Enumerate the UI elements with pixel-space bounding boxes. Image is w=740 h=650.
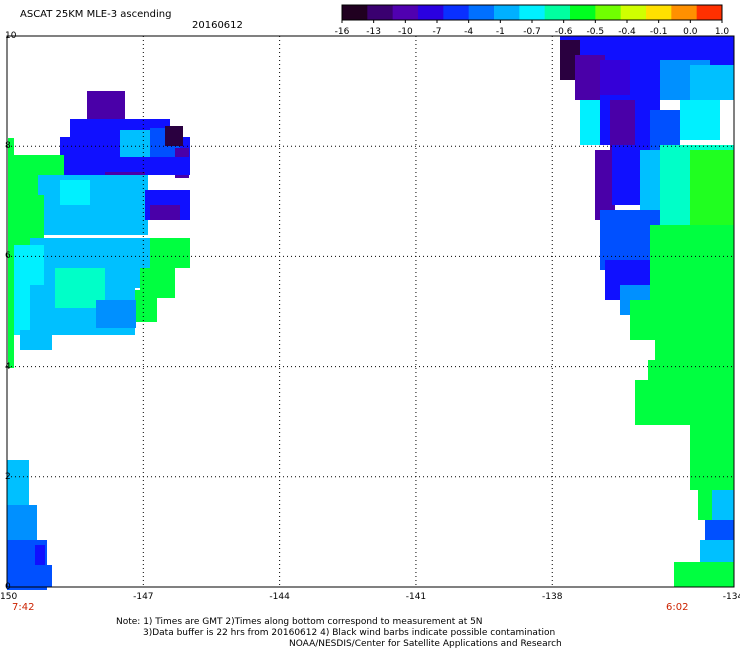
swath-cell [580, 100, 600, 145]
colorbar-swatch [595, 5, 622, 20]
x-axis-label: -147 [133, 592, 154, 602]
y-axis-label: 4 [5, 361, 11, 372]
map-title: ASCAT 25KM MLE-3 ascending [20, 9, 172, 20]
note-line-3: NOAA/NESDIS/Center for Satellite Applica… [289, 639, 562, 649]
time-right: 6:02 [666, 602, 689, 613]
note-line-2: 3)Data buffer is 22 hrs from 20160612 4)… [143, 628, 556, 638]
map-date: 20160612 [192, 20, 243, 31]
colorbar-tick-label: -10 [397, 27, 413, 37]
colorbar-tick-label: -13 [366, 27, 382, 37]
colorbar-swatch [342, 5, 368, 20]
colorbar-swatch [418, 5, 444, 20]
swath-cell [150, 205, 180, 220]
note-line-1: Note: 1) Times are GMT 2)Times along bot… [116, 617, 483, 627]
colorbar [341, 4, 723, 23]
colorbar-tick-label: 1.0 [714, 27, 730, 37]
colorbar-swatch [443, 5, 470, 20]
y-axis-label: 0 [5, 582, 11, 592]
swath-cell [680, 100, 720, 140]
colorbar-tick-label: -7 [432, 27, 442, 37]
swath-cell [595, 150, 615, 220]
colorbar-swatch [494, 5, 520, 20]
swath-cell [35, 545, 45, 565]
x-axis-label: -134 [722, 592, 740, 602]
y-axis-label: 8 [5, 141, 11, 152]
swath-cell [20, 330, 52, 350]
time-left: 7:42 [12, 602, 35, 613]
colorbar-swatch [519, 5, 546, 20]
swath-cell [40, 157, 190, 175]
colorbar-swatch [544, 5, 571, 20]
swath-cell [135, 290, 157, 322]
x-axis-label: -138 [542, 592, 563, 602]
swath-cell [600, 60, 630, 95]
colorbar-swatch [392, 5, 419, 20]
swath-cell [8, 138, 14, 368]
colorbar-tick-label: -0.6 [554, 27, 573, 37]
swath-cell [60, 180, 90, 205]
colorbar-tick-label: -0.5 [586, 27, 605, 37]
swath-cell [150, 238, 190, 268]
plot-frame [6, 35, 735, 588]
data-swaths [7, 36, 734, 590]
colorbar-swatch [646, 5, 672, 20]
colorbar-tick-label: -16 [334, 27, 350, 37]
swath-cell [7, 460, 29, 510]
colorbar-swatch [367, 5, 394, 20]
x-axis-label: -141 [405, 592, 427, 602]
swath-cell [650, 110, 680, 150]
swath-cell [674, 562, 734, 587]
y-axis-label: 10 [5, 31, 17, 41]
colorbar-tick-label: -1 [495, 27, 505, 37]
colorbar-swatch [671, 5, 698, 20]
colorbar-tick-label: -4 [464, 27, 474, 37]
colorbar-tick-label: -0.1 [649, 27, 668, 37]
colorbar-swatch [468, 5, 495, 20]
colorbar-tick-label: -0.7 [523, 27, 541, 37]
x-axis-label: -150 [0, 592, 18, 602]
swath-cell [96, 300, 136, 328]
swath-cell [165, 126, 183, 146]
colorbar-tick-label: -0.4 [618, 27, 636, 37]
colorbar-swatch [696, 5, 723, 20]
swath-cell [690, 65, 734, 100]
swath-cell [87, 91, 125, 119]
colorbar-swatch [620, 5, 647, 20]
y-axis-label: 2 [5, 471, 11, 482]
colorbar-tick-label: 0.0 [683, 27, 698, 37]
swath-cell [38, 175, 148, 235]
swath-cell [690, 400, 734, 440]
x-axis-label: -144 [269, 592, 290, 602]
swath-cell [40, 565, 52, 587]
swath-cell [14, 195, 44, 245]
colorbar-swatch [570, 5, 596, 20]
y-axis-label: 6 [5, 251, 11, 262]
